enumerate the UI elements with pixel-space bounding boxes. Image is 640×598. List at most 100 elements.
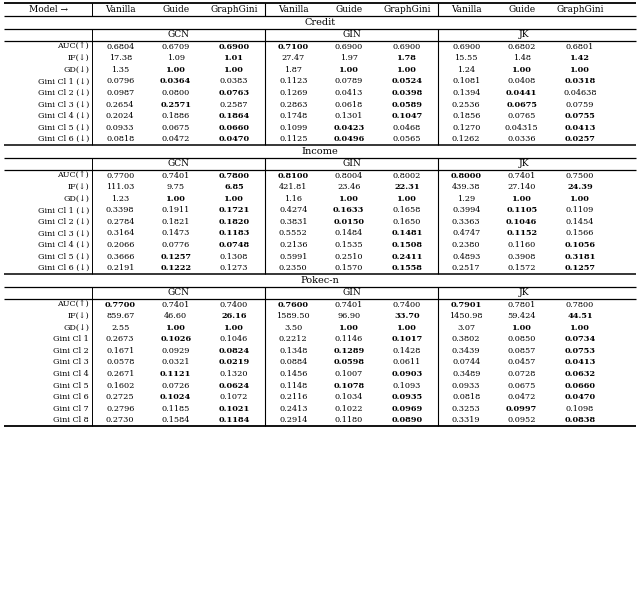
Text: 0.0800: 0.0800 bbox=[162, 89, 190, 97]
Text: Gini Cl 4 (↓): Gini Cl 4 (↓) bbox=[38, 241, 89, 249]
Text: 0.0997: 0.0997 bbox=[506, 405, 538, 413]
Text: Gini Cl 6 (↓): Gini Cl 6 (↓) bbox=[38, 135, 89, 143]
Text: 0.0408: 0.0408 bbox=[508, 77, 536, 86]
Text: 0.1308: 0.1308 bbox=[220, 252, 248, 261]
Text: 1.00: 1.00 bbox=[166, 66, 186, 74]
Text: 1.09: 1.09 bbox=[167, 54, 185, 62]
Text: 0.0818: 0.0818 bbox=[452, 393, 481, 401]
Text: Guide: Guide bbox=[162, 5, 189, 14]
Text: 9.75: 9.75 bbox=[166, 183, 185, 191]
Text: 27.47: 27.47 bbox=[282, 54, 305, 62]
Text: 0.1146: 0.1146 bbox=[335, 335, 363, 343]
Text: Gini Cl 3 (↓): Gini Cl 3 (↓) bbox=[38, 100, 89, 108]
Text: 0.1026: 0.1026 bbox=[160, 335, 191, 343]
Text: 439.38: 439.38 bbox=[452, 183, 481, 191]
Text: Pokec-n: Pokec-n bbox=[301, 276, 339, 285]
Text: 1.00: 1.00 bbox=[224, 195, 244, 203]
Text: 0.1650: 0.1650 bbox=[393, 218, 421, 226]
Text: 59.424: 59.424 bbox=[508, 312, 536, 320]
Text: 0.2671: 0.2671 bbox=[106, 370, 134, 378]
Text: 0.0789: 0.0789 bbox=[335, 77, 363, 86]
Text: 1.00: 1.00 bbox=[339, 195, 358, 203]
Text: 0.2024: 0.2024 bbox=[106, 112, 134, 120]
Text: 0.1671: 0.1671 bbox=[106, 347, 134, 355]
Text: 0.1273: 0.1273 bbox=[220, 264, 248, 272]
Text: 1.35: 1.35 bbox=[111, 66, 129, 74]
Text: 0.0890: 0.0890 bbox=[392, 416, 422, 424]
Text: 0.2587: 0.2587 bbox=[220, 100, 248, 108]
Text: 0.8100: 0.8100 bbox=[278, 172, 309, 180]
Text: 0.0413: 0.0413 bbox=[564, 358, 596, 367]
Text: JK: JK bbox=[519, 288, 530, 297]
Text: GD(↓): GD(↓) bbox=[63, 195, 89, 203]
Text: GraphGini: GraphGini bbox=[383, 5, 431, 14]
Text: 27.140: 27.140 bbox=[508, 183, 536, 191]
Text: 0.7700: 0.7700 bbox=[105, 301, 136, 309]
Text: 1.23: 1.23 bbox=[111, 195, 129, 203]
Text: 0.1160: 0.1160 bbox=[508, 241, 536, 249]
Text: 0.3666: 0.3666 bbox=[106, 252, 134, 261]
Text: Gini Cl 5 (↓): Gini Cl 5 (↓) bbox=[38, 124, 89, 132]
Text: 0.1348: 0.1348 bbox=[279, 347, 307, 355]
Text: 0.1481: 0.1481 bbox=[391, 230, 422, 237]
Text: 0.0468: 0.0468 bbox=[393, 124, 421, 132]
Text: 0.3319: 0.3319 bbox=[452, 416, 481, 424]
Text: 0.04638: 0.04638 bbox=[563, 89, 596, 97]
Text: Gini Cl 8: Gini Cl 8 bbox=[53, 416, 89, 424]
Text: 0.1148: 0.1148 bbox=[279, 382, 307, 389]
Text: 0.1394: 0.1394 bbox=[452, 89, 481, 97]
Text: IF(↓): IF(↓) bbox=[67, 54, 89, 62]
Text: 0.0321: 0.0321 bbox=[161, 358, 190, 367]
Text: 0.0457: 0.0457 bbox=[508, 358, 536, 367]
Text: 0.1886: 0.1886 bbox=[162, 112, 190, 120]
Text: IF(↓): IF(↓) bbox=[67, 312, 89, 320]
Text: AUC(↑): AUC(↑) bbox=[57, 172, 89, 180]
Text: Gini Cl 3 (↓): Gini Cl 3 (↓) bbox=[38, 230, 89, 237]
Text: 0.0933: 0.0933 bbox=[106, 124, 134, 132]
Text: 0.0850: 0.0850 bbox=[508, 335, 536, 343]
Text: Gini Cl 6 (↓): Gini Cl 6 (↓) bbox=[38, 264, 89, 272]
Text: 0.3398: 0.3398 bbox=[106, 206, 134, 214]
Text: 0.1007: 0.1007 bbox=[335, 370, 363, 378]
Text: 0.7800: 0.7800 bbox=[218, 172, 250, 180]
Text: 24.39: 24.39 bbox=[567, 183, 593, 191]
Text: 0.1269: 0.1269 bbox=[279, 89, 307, 97]
Text: 1450.98: 1450.98 bbox=[449, 312, 483, 320]
Text: 0.0524: 0.0524 bbox=[392, 77, 422, 86]
Text: 0.6802: 0.6802 bbox=[508, 43, 536, 51]
Text: 0.2673: 0.2673 bbox=[106, 335, 134, 343]
Text: 0.7600: 0.7600 bbox=[278, 301, 308, 309]
Text: Credit: Credit bbox=[305, 18, 335, 27]
Text: 0.0728: 0.0728 bbox=[508, 370, 536, 378]
Text: 0.1257: 0.1257 bbox=[564, 264, 595, 272]
Text: Guide: Guide bbox=[508, 5, 535, 14]
Text: 1.00: 1.00 bbox=[512, 324, 532, 332]
Text: 0.0318: 0.0318 bbox=[564, 77, 596, 86]
Text: 3.07: 3.07 bbox=[457, 324, 476, 332]
Text: 0.0987: 0.0987 bbox=[106, 89, 134, 97]
Text: 0.0818: 0.0818 bbox=[106, 135, 134, 143]
Text: 0.3181: 0.3181 bbox=[564, 252, 596, 261]
Text: 0.0423: 0.0423 bbox=[333, 124, 364, 132]
Text: 0.7801: 0.7801 bbox=[508, 301, 536, 309]
Text: 0.2212: 0.2212 bbox=[279, 335, 308, 343]
Text: 0.3439: 0.3439 bbox=[452, 347, 481, 355]
Text: 0.0472: 0.0472 bbox=[508, 393, 536, 401]
Text: 26.16: 26.16 bbox=[221, 312, 247, 320]
Text: 0.1024: 0.1024 bbox=[160, 393, 191, 401]
Text: 0.04315: 0.04315 bbox=[505, 124, 539, 132]
Text: 0.6900: 0.6900 bbox=[335, 43, 363, 51]
Text: GIN: GIN bbox=[342, 30, 361, 39]
Text: 0.1301: 0.1301 bbox=[335, 112, 363, 120]
Text: 0.1721: 0.1721 bbox=[218, 206, 250, 214]
Text: 0.1257: 0.1257 bbox=[160, 252, 191, 261]
Text: 0.0776: 0.0776 bbox=[162, 241, 190, 249]
Text: 0.0734: 0.0734 bbox=[564, 335, 596, 343]
Text: 0.6804: 0.6804 bbox=[106, 43, 134, 51]
Text: 1.00: 1.00 bbox=[397, 324, 417, 332]
Text: 0.0364: 0.0364 bbox=[160, 77, 191, 86]
Text: 0.0765: 0.0765 bbox=[508, 112, 536, 120]
Text: 0.2136: 0.2136 bbox=[279, 241, 307, 249]
Text: Gini Cl 1 (↓): Gini Cl 1 (↓) bbox=[38, 77, 89, 86]
Text: GraphGini: GraphGini bbox=[211, 5, 258, 14]
